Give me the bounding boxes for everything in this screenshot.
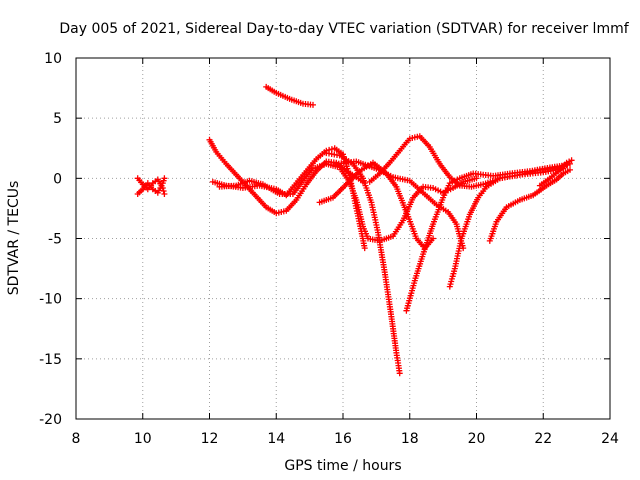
series-arc-06 — [216, 160, 480, 244]
series-arc-02 — [134, 175, 168, 197]
x-tick-label: 24 — [601, 431, 619, 447]
data-point — [310, 101, 316, 108]
x-tick-label: 14 — [267, 431, 285, 447]
x-tick-label: 8 — [72, 431, 81, 447]
data-series — [134, 83, 575, 377]
x-tick-label: 20 — [468, 431, 486, 447]
series-arc-12 — [446, 160, 573, 290]
series-arc-10 — [333, 158, 467, 252]
x-tick-label: 12 — [201, 431, 219, 447]
data-point — [568, 157, 575, 164]
y-tick-labels: -20 -15 -10 -5 0 5 10 — [39, 51, 62, 428]
data-point — [361, 245, 368, 252]
gridlines — [76, 58, 610, 419]
x-axis-title: GPS time / hours — [284, 458, 401, 474]
y-tick-label: 0 — [53, 171, 62, 187]
x-tick-label: 16 — [334, 431, 352, 447]
y-tick-label: -20 — [39, 412, 62, 428]
x-tick-label: 10 — [134, 431, 152, 447]
y-axis-title: SDTVAR / TECUs — [6, 181, 22, 296]
data-point — [396, 370, 403, 377]
y-tick-label: -10 — [39, 292, 62, 308]
series-arc-14 — [536, 157, 575, 189]
series-arc-03 — [263, 83, 316, 108]
x-tick-label: 22 — [534, 431, 552, 447]
series-arc-13 — [486, 166, 573, 244]
x-tick-label: 18 — [401, 431, 419, 447]
y-tick-label: -15 — [39, 352, 62, 368]
data-point — [161, 175, 168, 182]
axis-ticks — [75, 57, 611, 420]
y-tick-label: 5 — [53, 111, 62, 127]
data-point — [161, 191, 168, 197]
x-tick-labels: 8 10 12 14 16 18 20 22 24 — [72, 431, 619, 447]
y-tick-label: -5 — [48, 232, 62, 248]
data-point — [473, 175, 480, 182]
y-tick-label: 10 — [44, 51, 62, 67]
data-point — [567, 166, 573, 173]
chart-title: Day 005 of 2021, Sidereal Day-to-day VTE… — [59, 21, 629, 37]
